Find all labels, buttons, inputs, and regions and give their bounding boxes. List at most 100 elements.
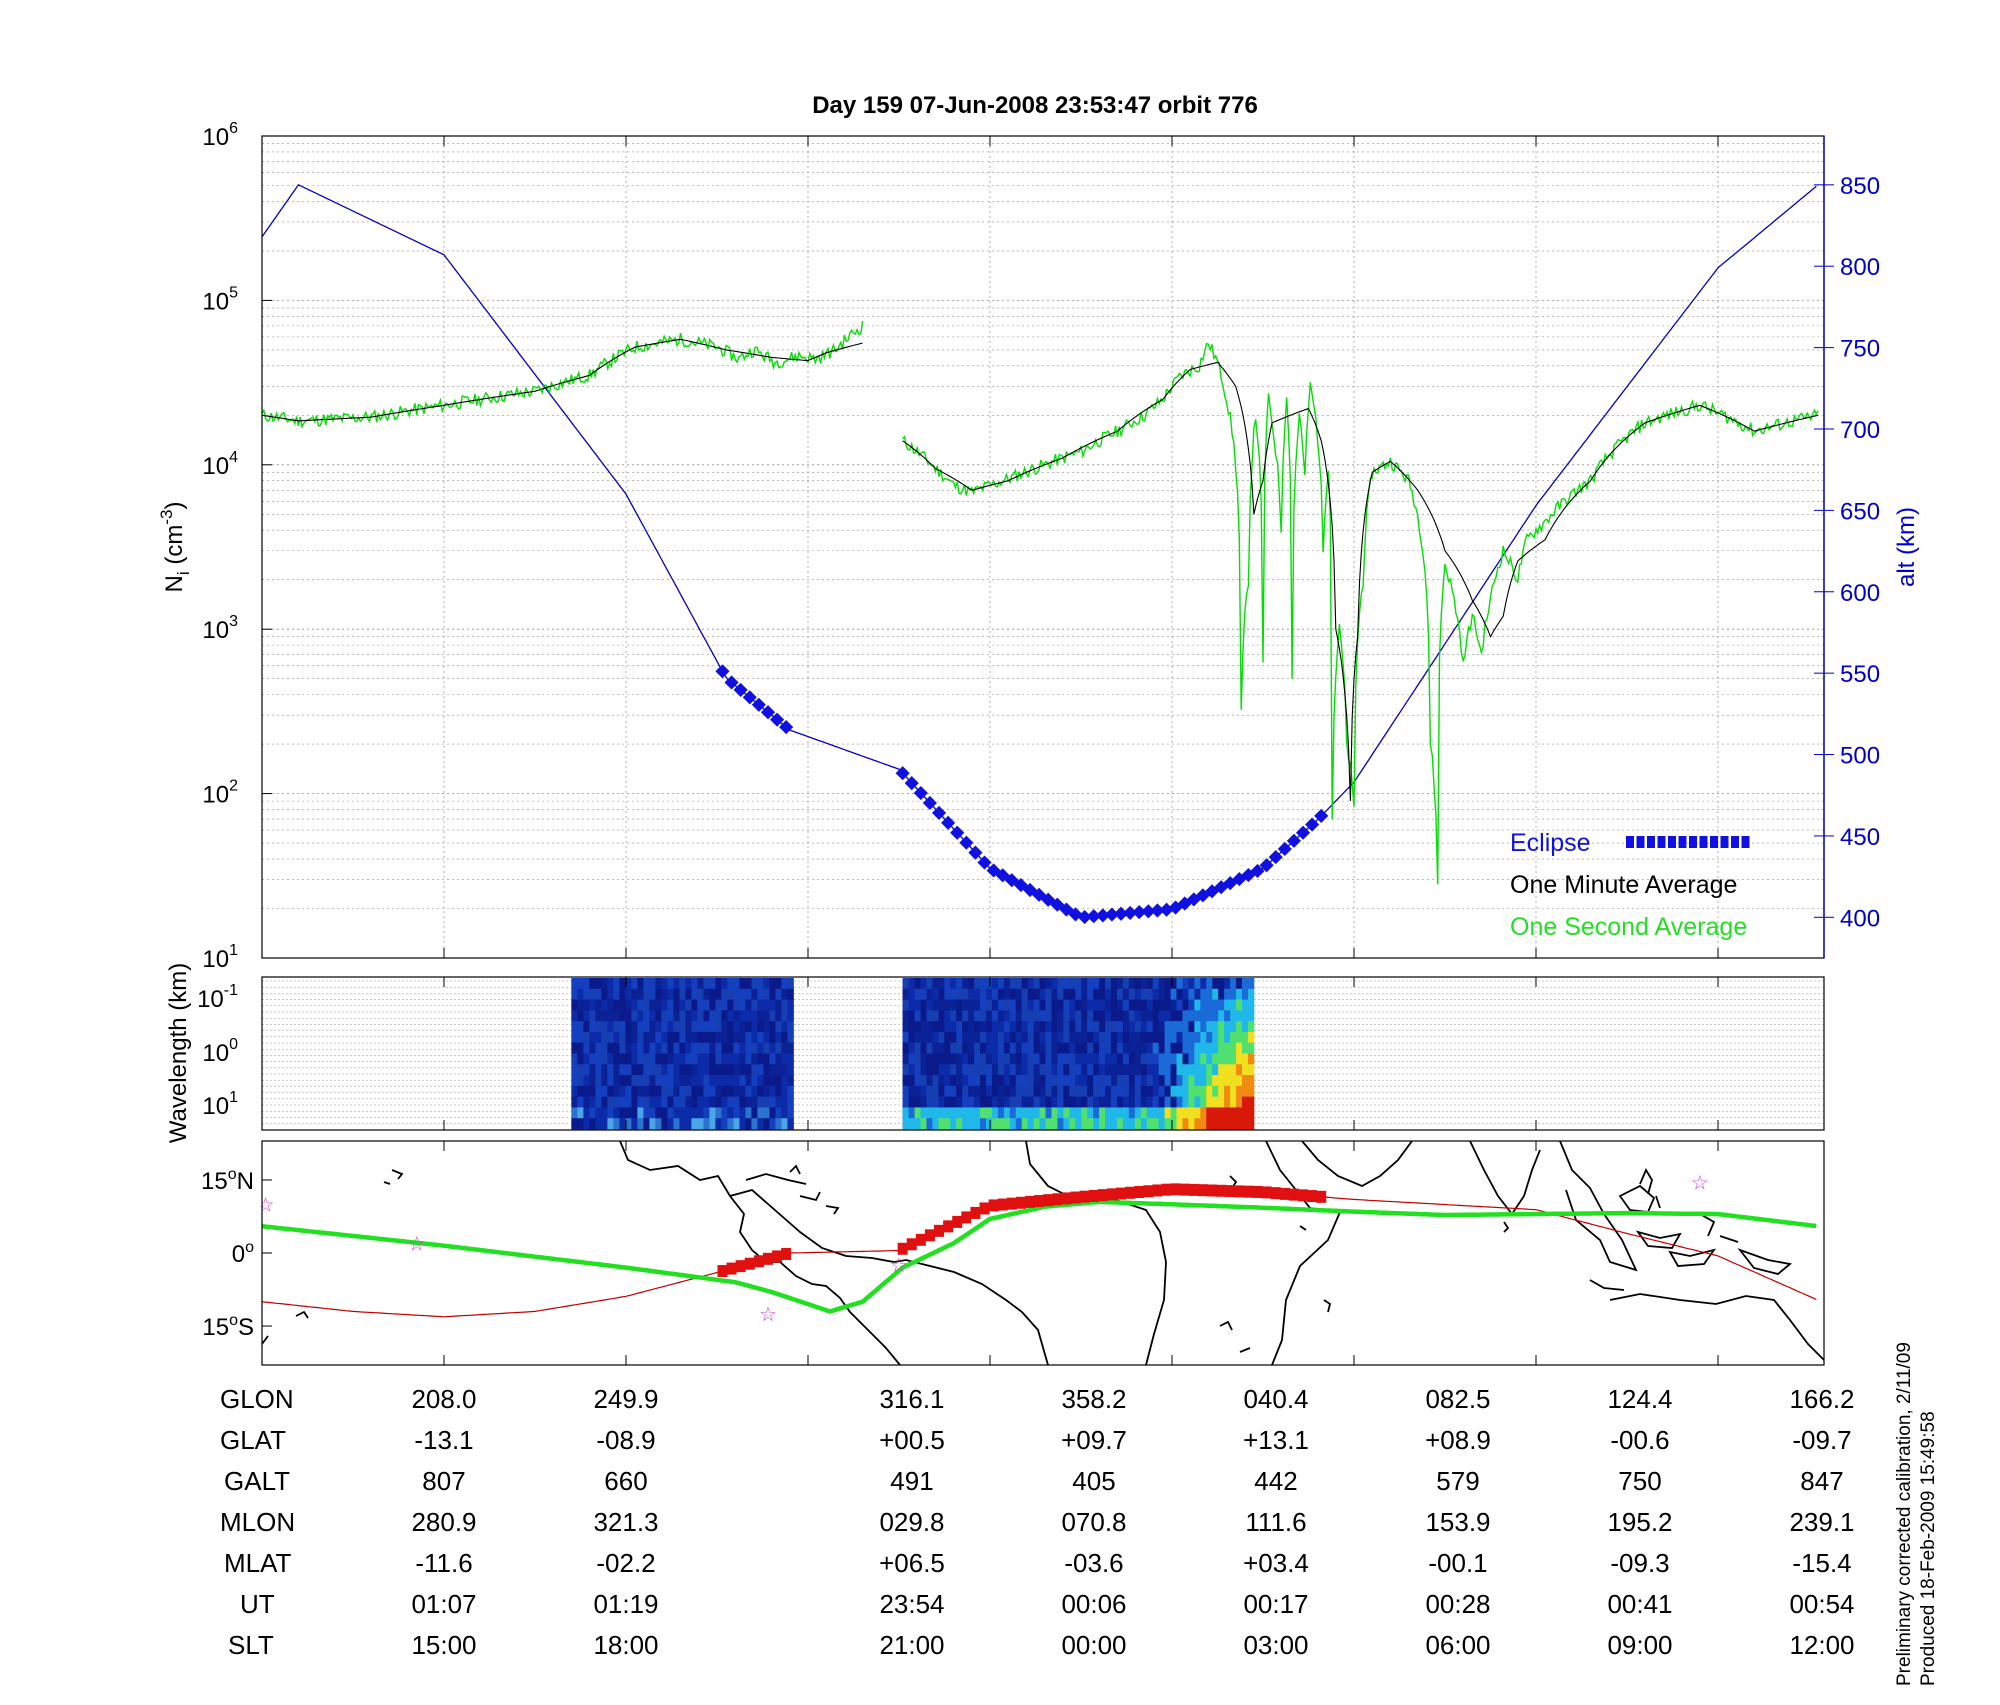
spectrogram-cell (637, 1031, 644, 1044)
spectrogram-cell (757, 1053, 764, 1065)
spectrogram-cell (950, 1118, 957, 1130)
spectrogram-cell (1247, 999, 1255, 1011)
spectrogram-cell (781, 1010, 788, 1022)
spectrogram-cell (613, 1096, 620, 1108)
map-eclipse-marker (924, 1229, 935, 1242)
coastlines (262, 1141, 1824, 1365)
spectrogram-cell (1081, 1021, 1088, 1033)
spectrogram-cell (1075, 1053, 1082, 1065)
spectrogram-cell (932, 1085, 939, 1098)
spectrogram-cell (1134, 1085, 1142, 1098)
spectrogram-cell (926, 1042, 933, 1054)
spectrogram-cell (613, 1021, 620, 1033)
spectrogram-cell (703, 1107, 710, 1119)
spectrogram-cell (1212, 1107, 1219, 1119)
spectrogram-cell (1015, 1096, 1023, 1108)
spectrogram-cell (1218, 1064, 1225, 1076)
spectrogram-cell (661, 1053, 668, 1065)
spectrogram-cell (637, 1064, 644, 1076)
spectrogram-cell (1122, 1064, 1130, 1076)
spectrogram-cell (661, 1064, 668, 1076)
spectrogram-cell (613, 1010, 620, 1022)
spectrogram-cell (721, 988, 728, 1000)
spectrogram-cell (697, 1096, 704, 1108)
spectrogram-cell (1003, 1064, 1011, 1076)
spectrogram-cell (1009, 1096, 1017, 1108)
spectrogram-cell (1224, 1042, 1231, 1054)
spectrogram-cell (607, 1064, 614, 1076)
spectrogram-cell (1063, 1042, 1070, 1054)
spectrogram-cell (962, 988, 969, 1000)
eclipse-marker (1295, 825, 1311, 840)
spectrogram-cell (1081, 1075, 1088, 1087)
spectrogram-cell (727, 1053, 734, 1065)
spectrogram-cell (655, 1021, 662, 1033)
spectrogram-cell (1224, 978, 1231, 990)
spectrogram-cell (1093, 999, 1100, 1011)
spectrogram-cell (1015, 1075, 1023, 1087)
altitude-tick-label: 500 (1840, 743, 1880, 770)
spectrogram-cell (1236, 999, 1243, 1011)
spectrogram-cell (1247, 1118, 1255, 1130)
spectrogram-cell (1236, 1053, 1243, 1065)
spectrogram-cell (643, 1096, 650, 1108)
spectrogram-cell (908, 1085, 915, 1098)
spectrogram-cell (619, 1085, 626, 1098)
spectrogram-cell (781, 1118, 788, 1130)
spectrogram-cell (787, 999, 794, 1011)
map-eclipse-marker (1197, 1184, 1208, 1197)
spectrogram-cell (1111, 1107, 1118, 1119)
spectrogram-cell (932, 1021, 939, 1033)
spectrogram-cell (655, 1010, 662, 1022)
spectrogram-cell (1152, 1010, 1160, 1022)
spectrogram-cell (985, 988, 993, 1000)
spectrogram-cell (673, 1042, 680, 1054)
spectrogram-cell (974, 978, 981, 990)
spectrogram-cell (709, 1010, 716, 1022)
table-cell: 00:00 (1061, 1630, 1126, 1660)
spectrogram-cell (589, 988, 596, 1000)
spectrogram-cell (571, 1064, 578, 1076)
spectrogram-cell (1051, 1021, 1058, 1033)
spectrogram-cell (589, 978, 596, 990)
eclipse-marker (1077, 909, 1092, 925)
eclipse-marker (1086, 909, 1101, 924)
spectrogram-cell (1099, 978, 1106, 990)
spectrogram-cell (577, 1042, 584, 1054)
spectrogram-cell (980, 999, 987, 1011)
spectrogram-cell (601, 1085, 608, 1098)
spectrogram-cell (1140, 1042, 1148, 1054)
spectrogram-cell (1176, 1053, 1183, 1065)
spectrogram-cell (1188, 988, 1195, 1000)
spectrogram-cell (751, 1010, 758, 1022)
spectrogram-cell (1069, 1085, 1076, 1098)
spectrogram-cell (1081, 1010, 1088, 1022)
spectrogram-cell (1122, 988, 1130, 1000)
spectrogram-cell (1188, 1107, 1195, 1119)
map-eclipse-marker (1070, 1191, 1081, 1204)
map-eclipse-marker (1188, 1183, 1199, 1196)
spectrogram-cell (739, 1085, 746, 1098)
spectrogram-cell (787, 1085, 794, 1098)
spectrogram-cell (1093, 988, 1100, 1000)
density-plot-area (262, 136, 1824, 958)
spectrogram-cell (613, 988, 620, 1000)
spectrogram-cell (974, 1085, 981, 1098)
orbit-parameter-table: GLONGLATGALTMLONMLATUTSLT208.0-13.180728… (220, 1384, 1855, 1660)
eclipse-marker (1150, 903, 1165, 918)
spectrogram-cell (1170, 1085, 1177, 1098)
spectrogram-cell (601, 1096, 608, 1108)
spectrogram-cell (637, 1042, 644, 1054)
spectrogram-cell (908, 1064, 915, 1076)
spectrogram-cell (1075, 999, 1082, 1011)
spectrogram-cell (763, 1053, 770, 1065)
spectrogram-cell (685, 1075, 692, 1087)
spectrogram-cell (962, 1053, 969, 1065)
spectrogram-cell (661, 1021, 668, 1033)
spectrogram-cell (1206, 1031, 1213, 1044)
spectrogram-cell (703, 999, 710, 1011)
spectrogram-cell (601, 1075, 608, 1087)
spectrogram-cell (1015, 988, 1023, 1000)
table-cell: 166.2 (1789, 1384, 1854, 1414)
spectrogram-cell (1218, 1042, 1225, 1054)
